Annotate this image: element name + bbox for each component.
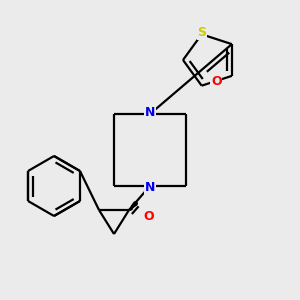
Text: O: O <box>211 75 222 88</box>
Text: N: N <box>145 181 155 194</box>
Text: O: O <box>144 210 154 223</box>
Text: S: S <box>197 26 206 39</box>
Text: N: N <box>145 106 155 119</box>
